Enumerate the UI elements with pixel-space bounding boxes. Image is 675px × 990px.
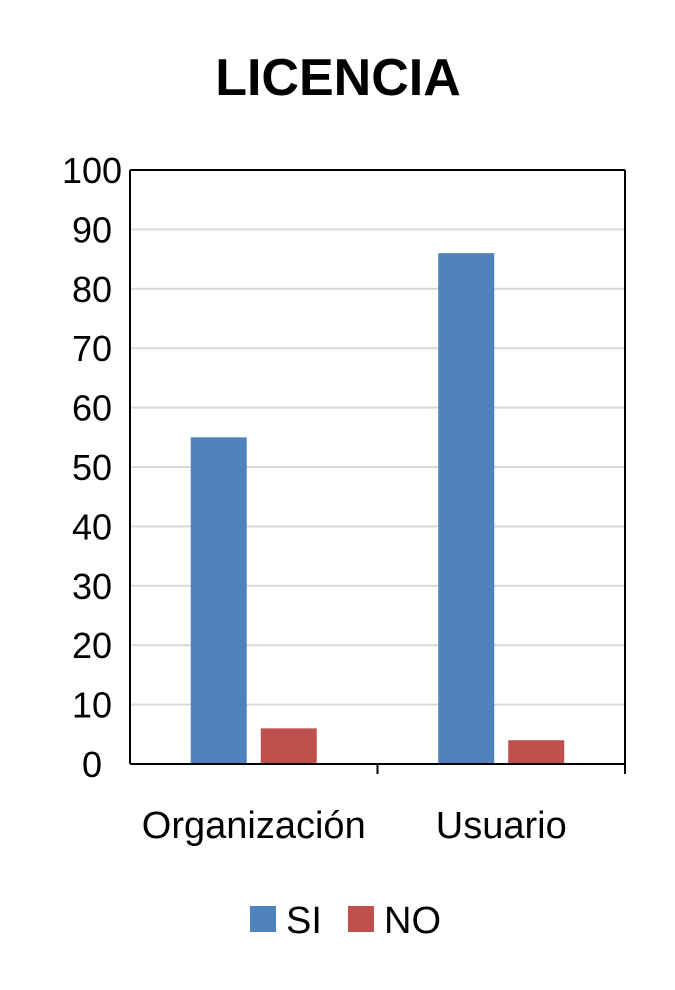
- y-tick-label: 40: [72, 506, 112, 547]
- x-axis-category-labels: Organización Usuario: [142, 805, 567, 847]
- y-tick-label: 0: [82, 744, 102, 785]
- legend-label: SI: [286, 900, 322, 942]
- bar: [260, 728, 317, 764]
- x-category-label: Organización: [142, 805, 366, 847]
- chart-title: LICENCIA: [215, 49, 461, 107]
- legend-swatch: [348, 906, 374, 932]
- y-tick-label: 60: [72, 388, 112, 429]
- bar: [190, 437, 247, 764]
- bars: [190, 253, 565, 764]
- y-tick-label: 30: [72, 566, 112, 607]
- y-tick-label: 80: [72, 269, 112, 310]
- legend-swatch: [250, 906, 276, 932]
- y-axis-tick-labels: 0 10 20 30 40 50 60 70 80 90 100: [62, 150, 122, 785]
- y-tick-label: 70: [72, 328, 112, 369]
- legend: SI NO: [250, 900, 441, 942]
- axes: [129, 169, 626, 774]
- bar: [508, 740, 565, 764]
- legend-label: NO: [384, 900, 441, 942]
- y-tick-label: 50: [72, 447, 112, 488]
- y-tick-label: 100: [62, 150, 122, 191]
- x-category-label: Usuario: [436, 805, 567, 847]
- bar: [438, 253, 495, 764]
- y-tick-label: 20: [72, 625, 112, 666]
- y-tick-label: 10: [72, 685, 112, 726]
- y-tick-label: 90: [72, 209, 112, 250]
